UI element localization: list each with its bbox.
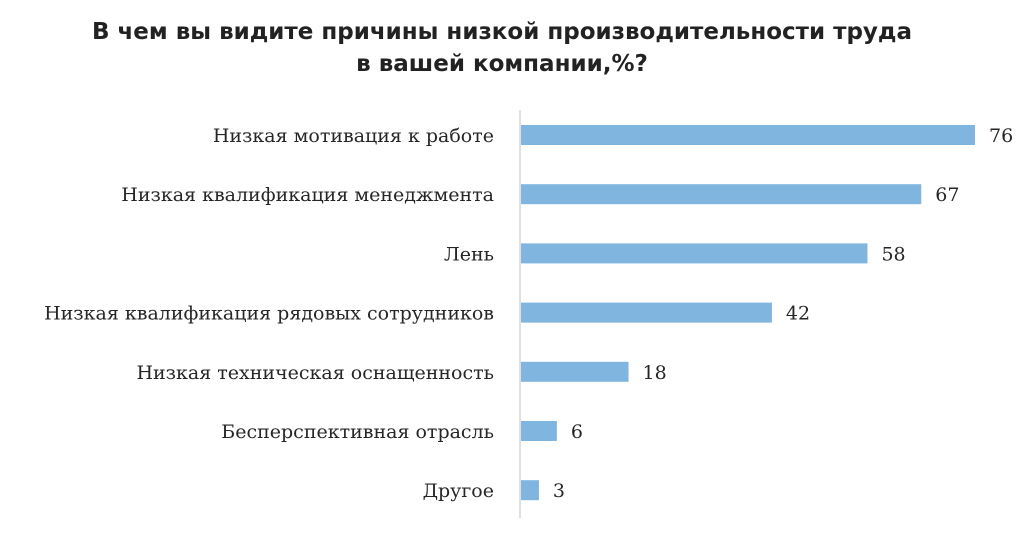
bar-5: [521, 361, 629, 382]
chart-title-line-1: В чем вы видите причины низкой производи…: [91, 19, 913, 45]
category-label-3: Лень: [444, 243, 494, 265]
category-label-5: Низкая техническая оснащенность: [136, 362, 494, 384]
value-label-2: 67: [935, 184, 959, 206]
bars-layer: Низкая мотивация к работе 76 Низкая квалиф…: [44, 125, 1013, 502]
value-label-6: 6: [571, 421, 583, 443]
category-label-4: Низкая квалификация рядовых сотрудников: [44, 303, 494, 325]
value-label-3: 58: [881, 243, 905, 265]
value-label-4: 42: [786, 303, 810, 325]
category-label-1: Низкая мотивация к работе: [213, 125, 494, 147]
value-label-1: 76: [989, 125, 1013, 147]
chart-title-line-2: в вашей компании,%?: [356, 51, 648, 77]
bar-3: [521, 243, 868, 264]
bar-1: [521, 125, 975, 145]
bar-7: [521, 480, 539, 501]
chart-title: В чем вы видите причины низкой производи…: [0, 16, 1004, 80]
value-label-7: 3: [553, 480, 565, 502]
category-label-2: Низкая квалификация менеджмента: [121, 184, 494, 206]
bar-6: [521, 421, 557, 441]
category-label-6: Бесперспективная отрасль: [221, 421, 494, 443]
value-label-5: 18: [643, 362, 667, 384]
category-label-7: Другое: [423, 480, 494, 502]
bar-4: [521, 302, 772, 323]
bar-2: [521, 184, 922, 205]
